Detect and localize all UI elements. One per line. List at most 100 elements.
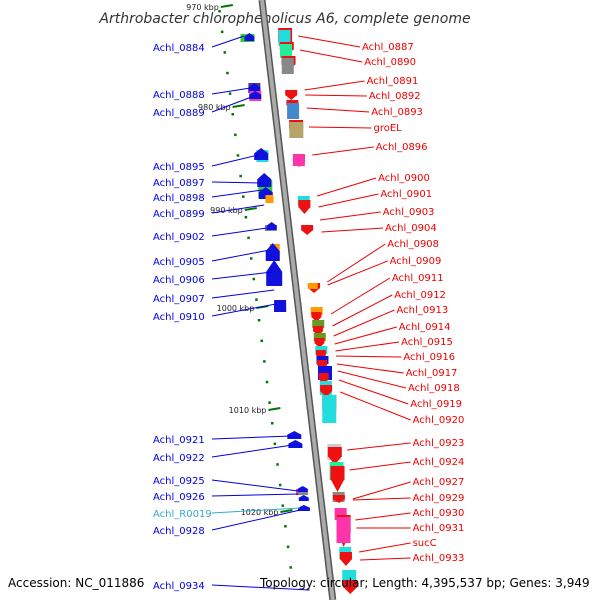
right-gene-label[interactable]: Achl_0930: [413, 508, 465, 519]
right-gene-label[interactable]: Achl_0929: [413, 493, 465, 504]
right-gene-label[interactable]: Achl_0890: [364, 57, 416, 68]
right-gene-label[interactable]: Achl_0923: [413, 438, 465, 449]
scale-tick: [278, 483, 282, 487]
scale-tick: [244, 216, 248, 219]
map-title: Arthrobacter chlorophenolicus A6, comple…: [98, 11, 470, 27]
right-gene-label[interactable]: Achl_0918: [408, 383, 460, 394]
forward-gene: [336, 517, 351, 543]
right-gene-label[interactable]: groEL: [374, 123, 403, 134]
forward-gene: [327, 447, 342, 465]
right-gene-label[interactable]: Achl_0904: [385, 223, 437, 234]
forward-gene: [339, 552, 352, 566]
scale-tick: [218, 10, 221, 13]
scale-tick: [257, 319, 261, 322]
left-gene-label[interactable]: Achl_0889: [153, 108, 205, 119]
right-gene-label[interactable]: Achl_0919: [410, 399, 462, 410]
scale-tick: [220, 30, 224, 34]
left-gene-label[interactable]: Achl_0888: [153, 90, 205, 101]
scale-label: 1020 kbp: [241, 508, 279, 517]
left-gene-label[interactable]: Achl_0898: [153, 193, 205, 204]
left-gene-label[interactable]: Achl_0926: [153, 492, 205, 503]
left-gene-label[interactable]: Achl_0921: [153, 435, 205, 446]
scale-tick: [271, 422, 274, 425]
right-gene-label[interactable]: Achl_0915: [401, 337, 453, 348]
left-gene-label[interactable]: Achl_0899: [153, 209, 205, 220]
reverse-gene: [265, 243, 280, 261]
forward-gene: [322, 395, 337, 423]
right-gene-label[interactable]: Achl_0913: [397, 305, 449, 316]
scale-tick: [234, 133, 237, 137]
scale-tick: [236, 154, 240, 157]
left-gene-label[interactable]: Achl_0922: [153, 453, 205, 464]
accession-text: Accession: NC_011886: [8, 576, 144, 590]
right-gene-label[interactable]: Achl_0931: [413, 523, 465, 534]
right-gene-label[interactable]: Achl_0900: [378, 173, 430, 184]
right-gene-label[interactable]: Achl_0909: [390, 256, 442, 267]
left-gene-label[interactable]: Achl_0925: [153, 476, 205, 487]
right-gene-label[interactable]: Achl_0891: [367, 76, 419, 87]
scale-tick: [268, 401, 271, 404]
right-gene-label[interactable]: Achl_0927: [413, 477, 465, 488]
forward-gene: [289, 122, 304, 138]
right-gene-label[interactable]: Achl_0901: [380, 189, 432, 200]
forward-gene: [313, 333, 326, 341]
right-gene-label[interactable]: Achl_0924: [413, 457, 465, 468]
reverse-gene: [274, 300, 287, 312]
scale-tick: [228, 92, 232, 95]
scale-tick: [231, 113, 234, 116]
right-gene-label[interactable]: Achl_0892: [369, 91, 421, 102]
forward-gene: [343, 580, 358, 594]
left-gene-label[interactable]: Achl_0905: [153, 257, 205, 268]
forward-gene: [281, 58, 294, 74]
genome-info-text: Topology: circular; Length: 4,395,537 bp…: [259, 576, 590, 590]
right-gene-label[interactable]: Achl_0920: [413, 415, 465, 426]
gene-labels: Achl_0884 Achl_0888 Achl_0889 Achl_0895 Achl…: [153, 35, 465, 592]
left-gene-label[interactable]: Achl_0884: [153, 43, 205, 54]
right-gene-label[interactable]: Achl_0933: [413, 553, 465, 564]
left-gene-label[interactable]: Achl_0910: [153, 312, 205, 323]
left-gene-label[interactable]: Achl_0928: [153, 526, 205, 537]
forward-gene: [320, 385, 333, 397]
scale-tick: [265, 380, 269, 384]
forward-gene: [285, 90, 298, 100]
left-gene-label[interactable]: Achl_0934: [153, 581, 205, 592]
right-gene-label[interactable]: Achl_0914: [399, 322, 451, 333]
reverse-gene: [244, 33, 255, 41]
right-gene-label[interactable]: sucC: [413, 538, 437, 549]
reverse-gene: [257, 173, 272, 187]
left-gene-label[interactable]: Achl_0906: [153, 275, 205, 286]
left-gene-label[interactable]: Achl_0902: [153, 232, 205, 243]
right-gene-label[interactable]: Achl_0893: [371, 107, 423, 118]
gene-features: [240, 28, 358, 594]
right-gene-label[interactable]: Achl_0916: [403, 352, 455, 363]
left-gene-label[interactable]: Achl_0907: [153, 294, 205, 305]
scale-tick: [289, 566, 292, 569]
reverse-gene: [265, 195, 274, 203]
left-gene-label[interactable]: Achl_R0019: [153, 509, 212, 520]
reverse-gene: [297, 505, 310, 511]
scale-tick: [286, 545, 290, 549]
right-gene-label[interactable]: Achl_0896: [376, 142, 428, 153]
right-gene-label[interactable]: Achl_0917: [406, 368, 458, 379]
backbone-line: [260, 0, 335, 600]
forward-gene: [332, 495, 345, 503]
forward-gene: [307, 283, 318, 289]
reverse-gene: [266, 222, 277, 230]
forward-gene: [280, 44, 293, 58]
forward-gene: [314, 338, 325, 348]
right-gene-label[interactable]: Achl_0908: [387, 239, 439, 250]
scale-tick: [284, 525, 287, 528]
left-gene-label[interactable]: Achl_0895: [153, 162, 205, 173]
right-gene-label[interactable]: Achl_0887: [362, 42, 414, 53]
scale-tick: [263, 360, 266, 363]
left-gene-label[interactable]: Achl_0897: [153, 178, 205, 189]
scale-tick: [255, 298, 258, 301]
right-gene-label[interactable]: Achl_0911: [392, 273, 444, 284]
scale-tick: [276, 463, 279, 466]
right-gene-label[interactable]: Achl_0912: [394, 290, 446, 301]
reverse-gene: [288, 440, 303, 448]
right-gene-label[interactable]: Achl_0903: [383, 207, 435, 218]
scale-tick: [273, 442, 277, 446]
reverse-gene: [298, 495, 309, 501]
